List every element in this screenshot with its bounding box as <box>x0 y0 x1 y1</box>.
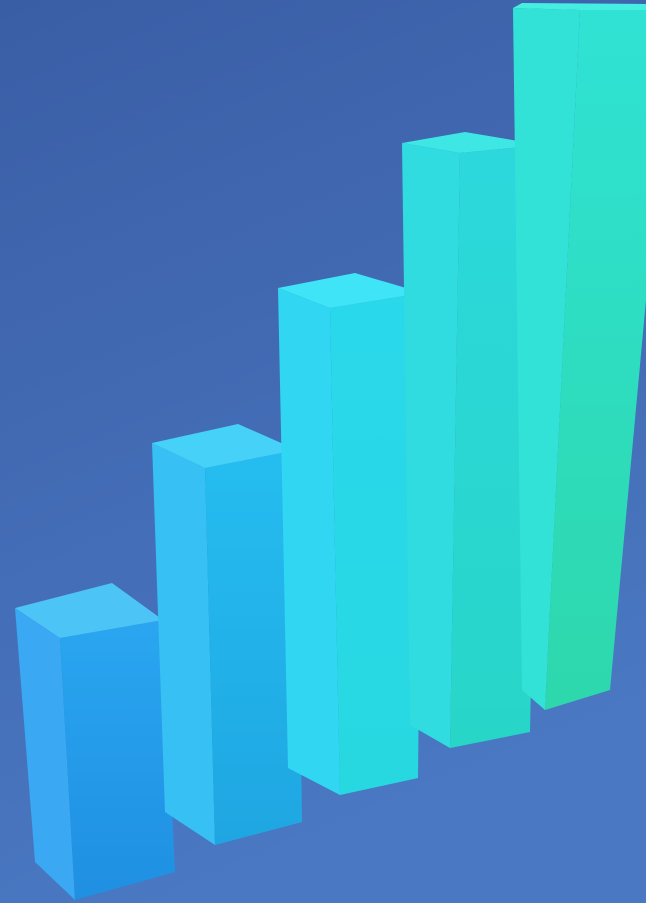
bar-side <box>402 143 460 748</box>
bar-5 <box>513 3 646 710</box>
bar-front <box>330 293 423 795</box>
bar-front <box>205 450 302 845</box>
bar-side <box>152 443 215 845</box>
bar-top <box>152 424 297 468</box>
bar-top <box>402 132 542 153</box>
bar-1 <box>15 583 175 900</box>
bar-side <box>15 608 75 900</box>
bar-top <box>278 273 423 308</box>
bar-side <box>278 288 340 795</box>
bar-side <box>513 8 580 710</box>
bar-top <box>15 583 163 638</box>
bar-front <box>545 10 646 710</box>
bar-front <box>60 620 175 900</box>
bar-top <box>513 3 646 10</box>
bar-3 <box>278 273 423 795</box>
bar-2 <box>152 424 302 845</box>
